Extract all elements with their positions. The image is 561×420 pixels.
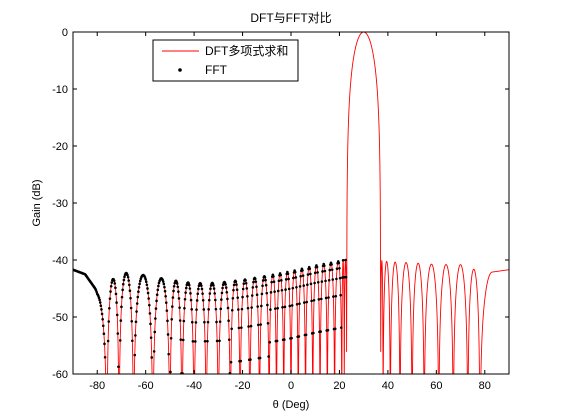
y-axis-label: Gain (dB) [31, 179, 43, 226]
y-tick-label: -20 [52, 141, 68, 153]
x-axis: -80 -60 -40 -20 0 20 40 60 80 [89, 32, 491, 392]
x-tick-label: -60 [138, 380, 154, 392]
y-tick-label: -50 [52, 312, 68, 324]
y-tick-label: -30 [52, 198, 68, 210]
x-tick-label: 60 [430, 380, 442, 392]
x-tick-label: 0 [288, 380, 294, 392]
legend-fft-swatch [178, 68, 182, 72]
y-tick-label: -10 [52, 84, 68, 96]
x-tick-label: -20 [235, 380, 251, 392]
legend-dft-label: DFT多项式求和 [205, 44, 288, 58]
y-axis: 0 -10 -20 -30 -40 -50 -60 [52, 27, 509, 381]
legend: DFT多项式求和 FFT [152, 39, 299, 82]
x-tick-label: 80 [479, 380, 491, 392]
fft-series-markers [73, 258, 348, 374]
plot-area [73, 32, 509, 374]
x-tick-label: -40 [186, 380, 202, 392]
x-tick-label: 20 [333, 380, 345, 392]
y-tick-label: 0 [62, 27, 68, 39]
x-tick-label: -80 [89, 380, 105, 392]
legend-box [152, 39, 299, 82]
x-axis-label: θ (Deg) [273, 399, 310, 411]
y-tick-label: -60 [52, 369, 68, 381]
chart-title: DFT与FFT对比 [250, 11, 331, 25]
x-tick-label: 40 [382, 380, 394, 392]
legend-fft-label: FFT [205, 63, 228, 77]
y-tick-label: -40 [52, 255, 68, 267]
